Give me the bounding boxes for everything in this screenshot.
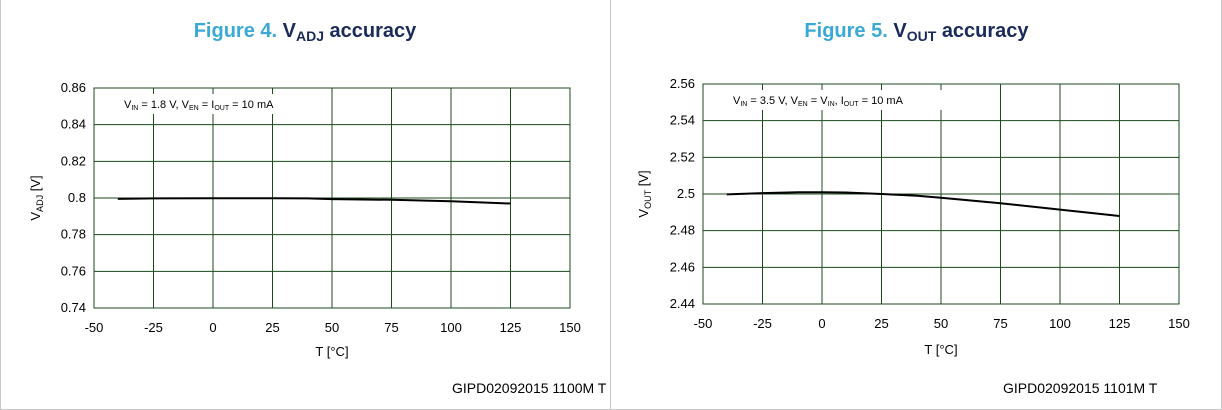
y-tick-label: 0.76 [61,263,86,278]
chart-vadj-accuracy: -50 -25 0 25 50 75 100 125 150 0.74 0.76 0.78 0.8 0.8… [28,80,581,359]
x-tick-label: -25 [144,320,163,335]
x-tick-label: 75 [384,320,398,335]
condition-label-background [727,90,975,110]
condition-label: VIN = 3.5 V, VEN = VIN, IOUT = 10 mA [733,95,904,108]
chart-vout-accuracy: -50 -25 0 25 50 75 100 125 150 2.44 2.46 2.48 2.5 2.5… [636,76,1190,357]
y-tick-label: 2.44 [670,296,695,311]
series-line [117,197,511,205]
y-tick-label: 0.84 [61,117,86,132]
x-tick-label: 0 [818,316,825,331]
y-axis-label: VOUT [V] [636,170,653,217]
x-tick-label: 25 [874,316,888,331]
y-tick-label: 2.5 [677,186,695,201]
figure-5-code: GIPD02092015 1101M T [1003,380,1158,396]
plot-area-border [702,83,1180,305]
figure-4-variable: VADJ [282,20,324,44]
x-tick-label: 150 [1168,316,1190,331]
x-axis-label: T [°C] [924,342,957,357]
y-tick-label: 2.46 [670,259,695,274]
y-tick-label: 0.8 [68,190,86,205]
series-line [726,191,1120,217]
figure-5-title: Figure 5. VOUT accuracy [611,20,1222,44]
y-tick-label: 2.56 [670,76,695,91]
panel-divider [610,0,611,410]
x-tick-label: 100 [1049,316,1071,331]
panel-figure-4: Figure 4. VADJ accuracy -50 -25 0 25 50 75 100… [0,0,610,410]
condition-label-background [118,94,314,114]
x-tick-label: 100 [440,320,462,335]
figure-4-title: Figure 4. VADJ accuracy [0,20,610,44]
y-tick-label: 0.86 [61,80,86,95]
y-tick-label: 2.48 [670,223,695,238]
x-tick-label: -50 [694,316,713,331]
condition-label: VIN = 1.8 V, VEN = IOUT = 10 mA [124,99,274,112]
figure-4-label: Figure 4. [193,20,278,42]
x-tick-label: 50 [325,320,339,335]
y-tick-label: 2.54 [670,113,695,128]
x-tick-label: 125 [1109,316,1131,331]
figure-5-variable: VOUT [893,20,937,44]
y-tick-label: 0.82 [61,153,86,168]
x-tick-label: 0 [209,320,216,335]
x-tick-label: -25 [753,316,772,331]
x-axis-label: T [°C] [315,344,348,359]
y-tick-label: 0.74 [61,300,86,315]
x-tick-label: -50 [85,320,104,335]
y-tick-label: 0.78 [61,227,86,242]
x-tick-label: 125 [500,320,522,335]
y-axis-label: VADJ [V] [28,175,45,220]
y-tick-label: 2.52 [670,149,695,164]
figure-4-suffix: accuracy [329,20,417,42]
x-tick-label: 50 [934,316,948,331]
x-tick-label: 150 [559,320,581,335]
panel-figure-5: Figure 5. VOUT accuracy -50 -25 0 25 50 75 100… [611,0,1222,410]
x-tick-label: 25 [265,320,279,335]
x-tick-label: 75 [993,316,1007,331]
plot-area-border [93,87,571,309]
figure-5-suffix: accuracy [941,20,1029,42]
figure-5-label: Figure 5. [804,20,888,42]
figure-4-code: GIPD02092015 1100M T [452,380,607,396]
